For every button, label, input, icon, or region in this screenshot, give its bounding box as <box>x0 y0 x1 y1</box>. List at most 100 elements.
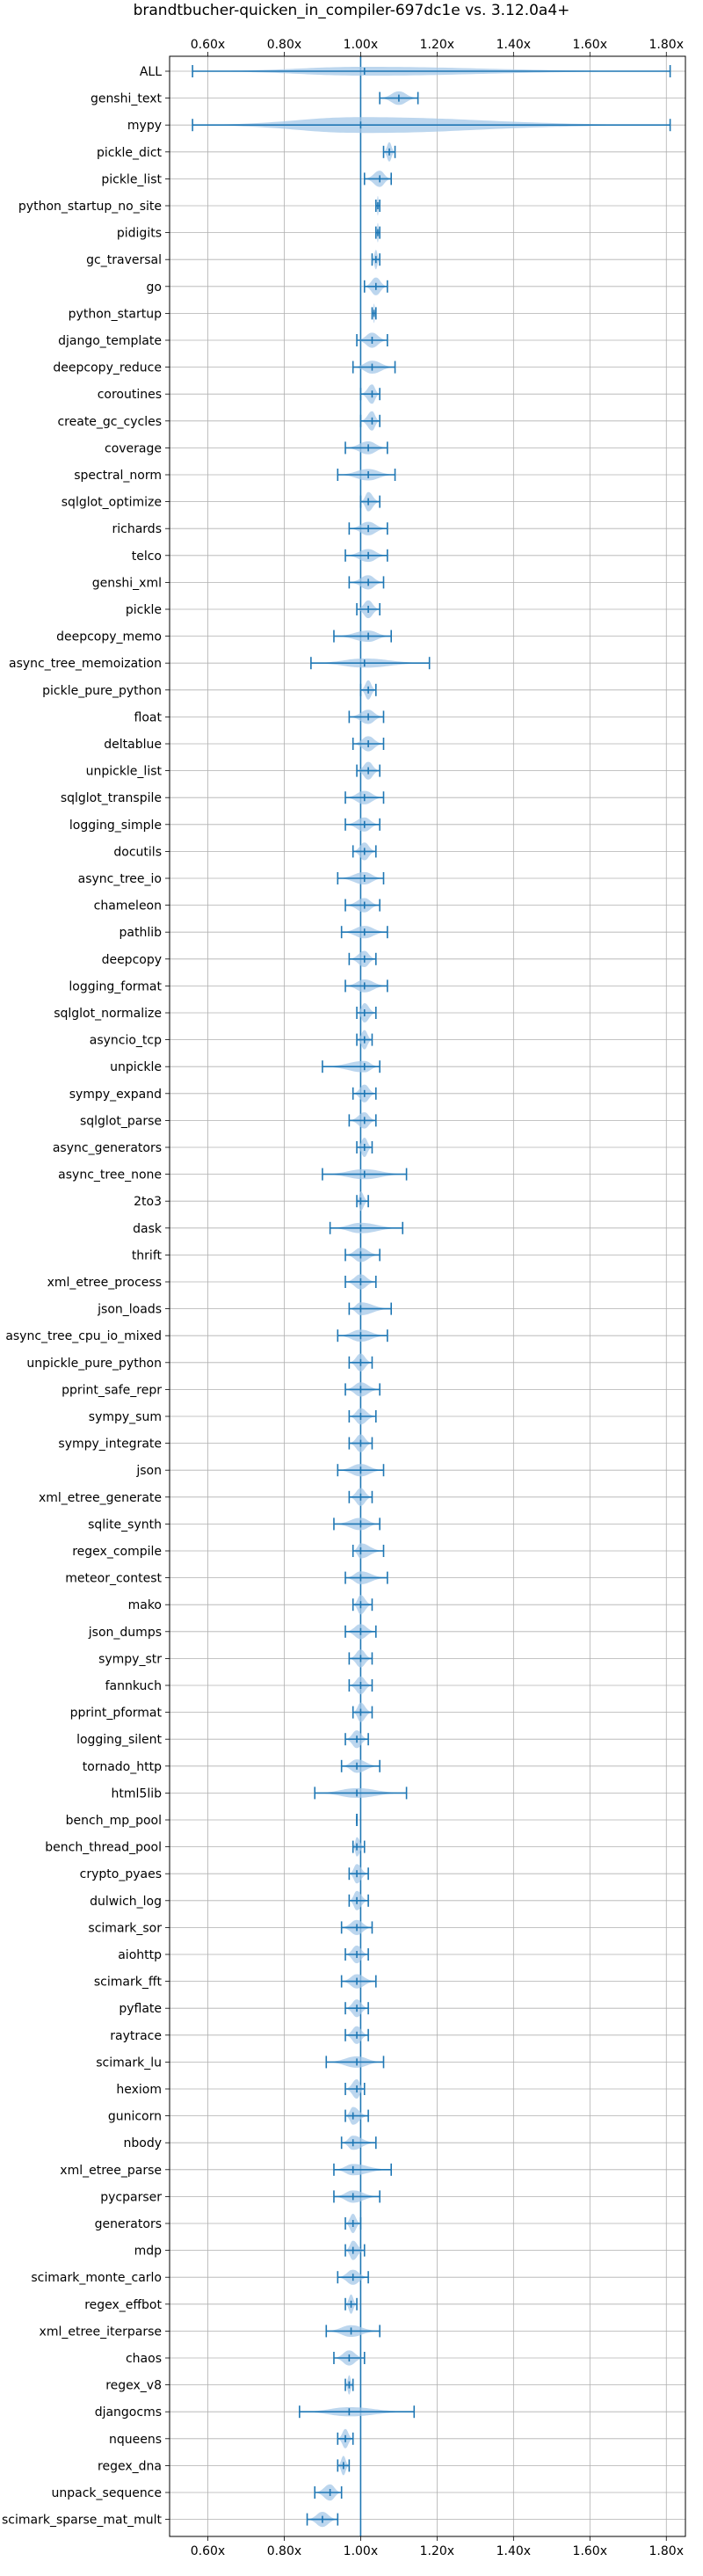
y-tick-label: spectral_norm <box>74 469 162 483</box>
violin-logging_format <box>344 979 388 993</box>
y-tick-label: logging_silent <box>76 1733 162 1747</box>
y-tick-label: coroutines <box>98 388 162 402</box>
y-tick-label: scimark_fft <box>94 1976 163 1990</box>
y-tick-label: sympy_str <box>98 1652 162 1666</box>
y-tick-label: unpickle_list <box>86 765 163 779</box>
violin-float <box>348 709 385 724</box>
y-tick-label: ALL <box>140 65 162 79</box>
y-tick-label: logging_simple <box>69 819 162 833</box>
y-tick-label: 2to3 <box>134 1195 162 1209</box>
y-tick-label: nqueens <box>109 2433 162 2447</box>
y-tick-label: chameleon <box>94 899 162 913</box>
x-tick-label-top: 1.80x <box>649 38 684 52</box>
violin-mako <box>352 1595 373 1615</box>
y-tick-label: go <box>147 280 162 295</box>
y-tick-label: sympy_integrate <box>58 1437 162 1452</box>
y-tick-label: json_dumps <box>88 1626 162 1640</box>
x-tick-label-bottom: 1.40x <box>496 2544 531 2558</box>
violin-unpickle <box>322 1060 380 1073</box>
violin-hexiom <box>344 2079 366 2099</box>
y-tick-label: djangocms <box>95 2405 162 2420</box>
violin-regex_effbot <box>344 2294 358 2314</box>
y-tick-label: xml_etree_iterparse <box>40 2325 162 2339</box>
violin-djangocms <box>299 2405 416 2419</box>
y-tick-label: deepcopy_memo <box>56 630 162 644</box>
violin-go <box>363 277 388 295</box>
y-tick-label: xml_etree_parse <box>60 2164 162 2178</box>
violin-coroutines <box>359 384 380 404</box>
y-tick-label: deepcopy_reduce <box>53 361 162 375</box>
violin-pprint_pformat <box>352 1702 373 1722</box>
y-tick-label: generators <box>95 2217 162 2231</box>
violin-meteor_contest <box>344 1571 388 1584</box>
y-tick-label: sympy_sum <box>89 1410 162 1424</box>
violin-async_tree_none <box>322 1168 408 1181</box>
violin-regex_compile <box>352 1543 385 1559</box>
violin-chameleon <box>344 898 380 913</box>
y-tick-label: async_tree_cpu_io_mixed <box>5 1329 162 1343</box>
y-tick-label: pickle_dict <box>97 146 163 160</box>
violin-unpickle_list <box>356 761 380 780</box>
violin-scimark_monte_carlo <box>337 2269 369 2285</box>
x-tick-label-bottom: 0.80x <box>267 2544 301 2558</box>
violin-mdp <box>344 2240 366 2260</box>
y-tick-label: aiohttp <box>118 1948 162 1962</box>
violin-tornado_http <box>340 1759 380 1773</box>
violin-crypto_pyaes <box>348 1864 369 1884</box>
y-tick-label: pathlib <box>120 926 163 940</box>
y-tick-label: thrift <box>132 1248 163 1263</box>
y-tick-label: float <box>134 710 163 724</box>
violin-async_tree_io <box>337 871 385 885</box>
y-tick-label: deltablue <box>104 738 162 752</box>
x-tick-label-bottom: 0.60x <box>191 2544 225 2558</box>
y-tick-label: meteor_contest <box>65 1572 162 1586</box>
y-tick-label: python_startup_no_site <box>18 200 162 214</box>
violin-xml_etree_iterparse <box>325 2325 380 2338</box>
y-tick-label: unpickle <box>110 1060 162 1074</box>
violin-chaos <box>333 2350 366 2366</box>
y-tick-label: gc_traversal <box>86 253 162 267</box>
violin-mypy <box>192 117 671 134</box>
y-tick-label: chaos <box>126 2352 162 2366</box>
x-tick-label-bottom: 1.20x <box>420 2544 454 2558</box>
violin-pyflate <box>344 1999 369 2018</box>
violin-deepcopy <box>348 950 377 968</box>
violin-pickle_list <box>363 171 392 187</box>
violin-sqlglot_transpile <box>344 790 385 804</box>
y-tick-label: pycparser <box>100 2190 162 2204</box>
violin-richards <box>348 521 388 535</box>
y-tick-label: json_loads <box>97 1303 162 1317</box>
x-tick-label-top: 0.60x <box>191 38 225 52</box>
violin-python_startup <box>371 303 377 324</box>
violin-deltablue <box>352 736 385 752</box>
violin-deepcopy_memo <box>333 629 392 643</box>
violin-dulwich_log <box>348 1890 369 1910</box>
y-tick-label: crypto_pyaes <box>80 1867 162 1881</box>
x-tick-label-bottom: 1.00x <box>344 2544 378 2558</box>
violin-asyncio_tcp <box>356 1030 373 1050</box>
violin-json_dumps <box>344 1624 377 1640</box>
x-tick-label-bottom: 1.80x <box>649 2544 684 2558</box>
violin-scimark_lu <box>325 2056 385 2069</box>
violin-async_tree_memoization <box>310 657 431 670</box>
y-tick-label: create_gc_cycles <box>57 415 162 429</box>
violin-pathlib <box>340 926 388 939</box>
y-tick-label: pidigits <box>117 227 162 241</box>
y-tick-label: xml_etree_process <box>47 1276 162 1290</box>
violin-sqlite_synth <box>333 1517 380 1531</box>
y-tick-label: pprint_pformat <box>70 1706 163 1721</box>
violin-deepcopy_reduce <box>352 360 396 374</box>
y-tick-label: async_tree_io <box>78 872 162 886</box>
x-tick-label-top: 1.00x <box>344 38 378 52</box>
y-tick-label: docutils <box>113 845 162 859</box>
violin-python_startup_no_site <box>374 196 380 215</box>
violin-create_gc_cycles <box>359 411 380 431</box>
y-tick-label: pickle_pure_python <box>42 684 162 698</box>
y-tick-label: sqlite_synth <box>88 1517 162 1532</box>
y-tick-label: dask <box>133 1222 163 1236</box>
y-tick-label: pickle_list <box>101 172 162 186</box>
chart-title: brandtbucher-quicken_in_compiler-697dc1e… <box>133 2 570 19</box>
violin-logging_silent <box>344 1730 369 1749</box>
violin-pidigits <box>374 222 380 243</box>
